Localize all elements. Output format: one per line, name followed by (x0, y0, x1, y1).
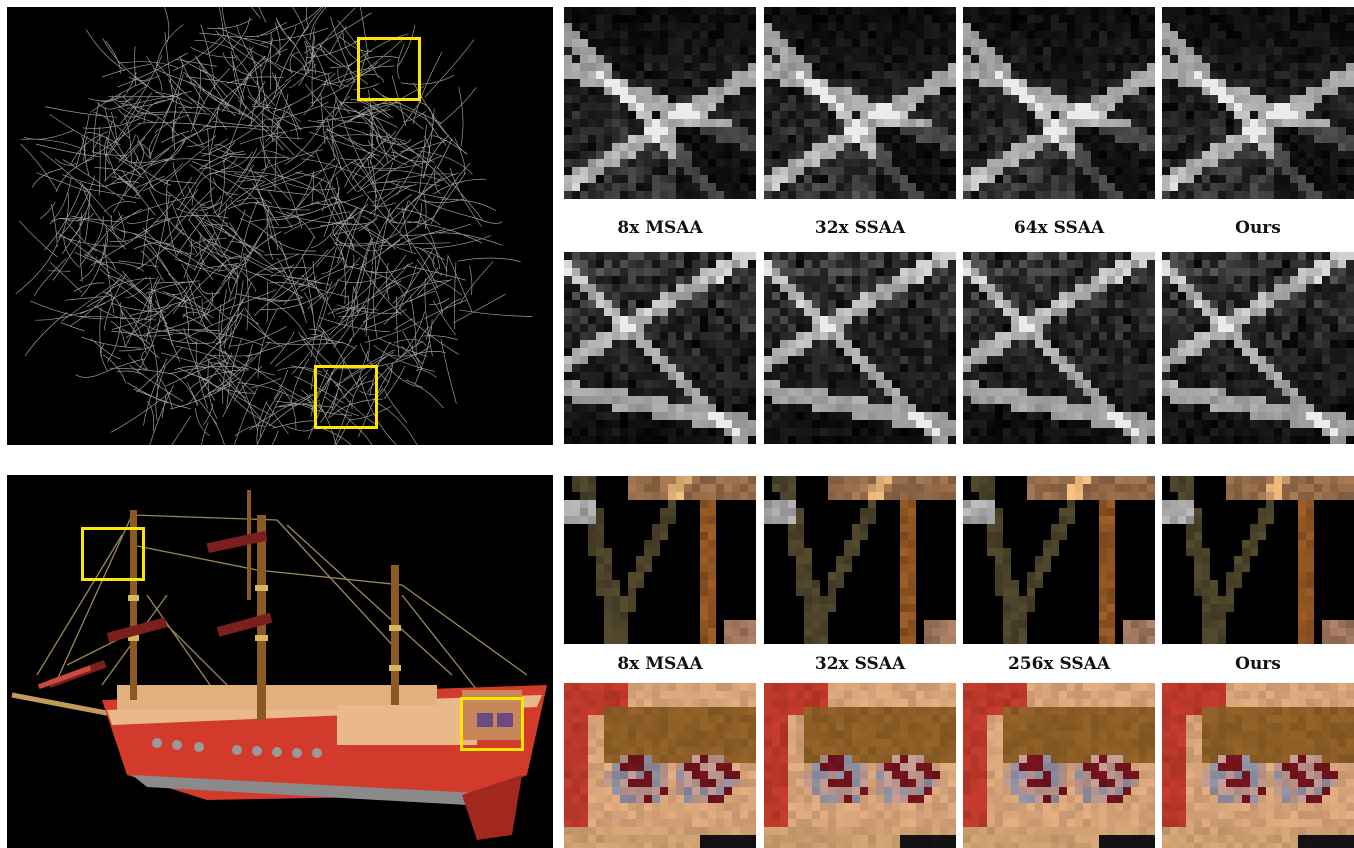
ship-crop-32x-ssaa-top (764, 476, 956, 644)
hairball-zoom-box-bottom (314, 365, 378, 429)
label-row2-col3: 256x SSAA (1007, 654, 1111, 674)
label-row1-col2: 32x SSAA (814, 218, 906, 238)
hairball-crop-ours-bottom (1162, 252, 1354, 444)
ship-image (11, 490, 547, 840)
hairball-crop-8x-msaa-top (564, 7, 756, 199)
ship-crop-ours-top (1162, 476, 1354, 644)
ship-crop-ours-bottom (1162, 683, 1354, 848)
ship-crop-8x-msaa-top (564, 476, 756, 644)
ship-zoom-box-top (81, 527, 145, 581)
hairball-zoom-box-top (357, 37, 421, 101)
ship-render (7, 475, 553, 848)
hairball-crop-64x-ssaa-top (963, 7, 1155, 199)
label-row1-col1: 8x MSAA (617, 218, 703, 238)
label-row1-col3: 64x SSAA (1013, 218, 1105, 238)
label-row2-col1: 8x MSAA (617, 654, 703, 674)
hairball-crop-8x-msaa-bottom (564, 252, 756, 444)
ship-crop-256x-ssaa-top (963, 476, 1155, 644)
ship-crop-8x-msaa-bottom (564, 683, 756, 848)
hairball-crop-32x-ssaa-top (764, 7, 956, 199)
label-row2-col2: 32x SSAA (814, 654, 906, 674)
ship-crop-32x-ssaa-bottom (764, 683, 956, 848)
hairball-crop-ours-top (1162, 7, 1354, 199)
hairball-image (15, 7, 533, 445)
label-row2-col4: Ours (1235, 654, 1281, 674)
hairball-crop-32x-ssaa-bottom (764, 252, 956, 444)
label-row1-col4: Ours (1235, 218, 1281, 238)
ship-crop-256x-ssaa-bottom (963, 683, 1155, 848)
ship-zoom-box-bottom (460, 697, 524, 751)
hairball-crop-64x-ssaa-bottom (963, 252, 1155, 444)
hairball-render (7, 7, 553, 445)
